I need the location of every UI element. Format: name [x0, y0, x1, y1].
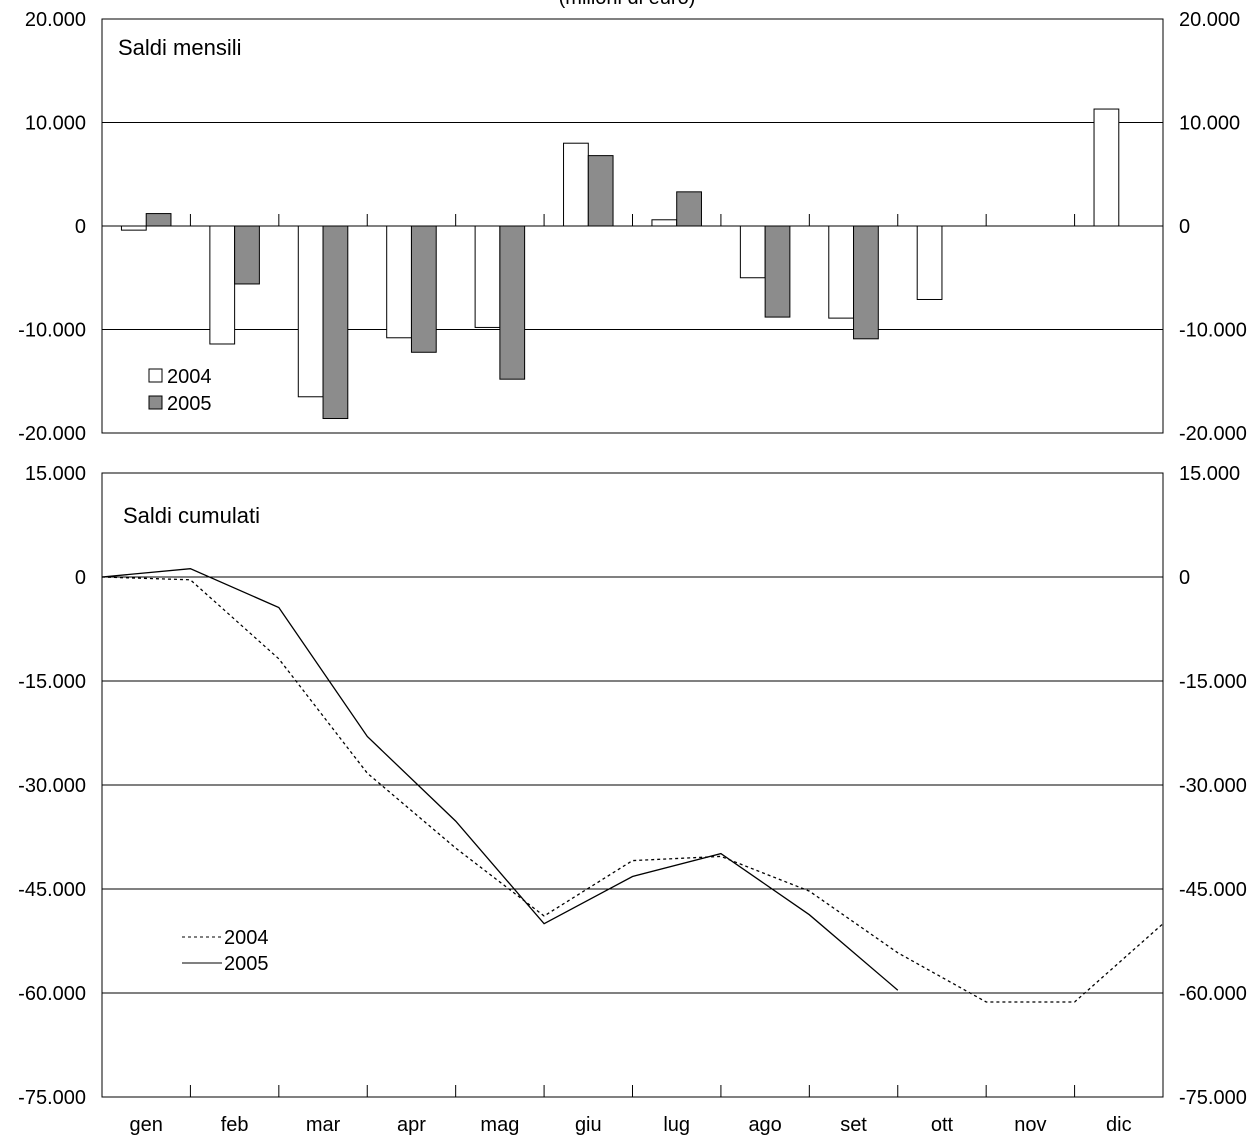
y-tick-label: -20.000 — [18, 423, 86, 445]
top-legend-label-2005: 2005 — [167, 393, 212, 415]
top-y-axis-right: 20.000 10.000 0 -10.000 -20.000 — [1179, 9, 1247, 445]
bar-2005-mag — [499, 225, 526, 380]
y-tick-label-right: -60.000 — [1179, 983, 1247, 1005]
bar-2005-giu — [587, 155, 614, 227]
bottom-legend-label-2005: 2005 — [224, 953, 269, 975]
bar-2004-lug — [651, 219, 678, 227]
y-tick-label-right: -75.000 — [1179, 1087, 1247, 1109]
top-legend-label-2004: 2004 — [167, 366, 212, 388]
y-tick-label-right: -15.000 — [1179, 671, 1247, 693]
bar-2004-giu — [563, 142, 589, 227]
bottom-gridlines — [102, 576, 1163, 994]
bottom-legend: 2004 2005 — [182, 927, 269, 975]
bar-2005-lug — [676, 191, 702, 227]
y-tick-label-right: -45.000 — [1179, 879, 1247, 901]
y-tick-label: -75.000 — [18, 1087, 86, 1109]
bar-2004-mag — [474, 225, 501, 328]
top-x-ticks — [189, 214, 1076, 226]
top-chart-title: Saldi mensili — [118, 35, 242, 60]
bar-2004-ott — [916, 225, 943, 300]
y-tick-label-right: 0 — [1179, 216, 1190, 238]
y-tick-label: -30.000 — [18, 775, 86, 797]
bar-2004-gen — [120, 225, 147, 231]
y-tick-label: -60.000 — [18, 983, 86, 1005]
top-y-axis-left: 20.000 10.000 0 -10.000 -20.000 — [18, 9, 86, 445]
x-category-label-giu: giu — [575, 1114, 602, 1136]
bar-2004-ago — [739, 225, 766, 279]
y-tick-label-right: 10.000 — [1179, 113, 1240, 135]
top-bars — [120, 108, 1120, 420]
y-tick-label: -45.000 — [18, 879, 86, 901]
bottom-legend-label-2004: 2004 — [224, 927, 269, 949]
y-tick-label-right: 20.000 — [1179, 9, 1240, 31]
bottom-y-axis-left: 15.000 0 -15.000 -30.000 -45.000 -60.000 -75.0… — [18, 463, 86, 1109]
bar-2004-dic — [1093, 108, 1120, 227]
y-tick-label-right: 15.000 — [1179, 463, 1240, 485]
top-legend-swatch-2005 — [148, 395, 163, 410]
bar-2005-apr — [410, 225, 437, 353]
bar-2005-mar — [322, 225, 349, 420]
y-tick-label: 20.000 — [25, 9, 86, 31]
y-tick-label-right: -20.000 — [1179, 423, 1247, 445]
y-tick-label: -10.000 — [18, 320, 86, 342]
x-category-label-gen: gen — [130, 1114, 163, 1136]
bottom-y-axis-right: 15.000 0 -15.000 -30.000 -45.000 -60.000 -75.0… — [1179, 463, 1247, 1109]
bar-2005-set — [853, 225, 879, 340]
y-tick-label-right: -10.000 — [1179, 320, 1247, 342]
x-category-label-apr: apr — [397, 1114, 426, 1136]
top-legend: 2004 2005 — [148, 366, 212, 415]
x-category-label-feb: feb — [221, 1114, 249, 1136]
x-category-label-ott: ott — [931, 1114, 954, 1136]
cumulative-balance-chart: 15.000 0 -15.000 -30.000 -45.000 -60.000 -75.0… — [18, 463, 1247, 1136]
x-category-label-mar: mar — [306, 1114, 341, 1136]
y-tick-label: 15.000 — [25, 463, 86, 485]
bottom-lines — [101, 568, 1164, 1003]
line-series-2004 — [101, 576, 1164, 1003]
y-tick-label: -15.000 — [18, 671, 86, 693]
x-category-label-mag: mag — [480, 1114, 519, 1136]
bar-2005-feb — [234, 225, 260, 285]
bar-2004-apr — [386, 225, 412, 339]
x-category-label-dic: dic — [1106, 1114, 1132, 1136]
y-tick-label-right: 0 — [1179, 567, 1190, 589]
bar-2005-ago — [764, 225, 791, 318]
bar-2004-feb — [209, 225, 236, 345]
monthly-balance-chart: 20.000 10.000 0 -10.000 -20.000 20.000 10.000… — [18, 9, 1247, 445]
bar-2004-set — [828, 225, 855, 319]
bottom-chart-title: Saldi cumulati — [123, 503, 260, 528]
bar-2005-gen — [145, 213, 172, 227]
x-category-label-lug: lug — [663, 1114, 690, 1136]
figure-subtitle: (milioni di euro) — [559, 0, 696, 9]
y-tick-label: 0 — [75, 567, 86, 589]
x-category-label-nov: nov — [1014, 1114, 1046, 1136]
x-category-label-set: set — [840, 1114, 867, 1136]
bar-2004-mar — [297, 225, 324, 398]
top-legend-swatch-2004 — [148, 368, 163, 383]
bottom-x-ticks — [189, 1085, 1076, 1097]
x-axis-category-labels: gen feb mar apr mag giu lug ago set ott nov dic — [130, 1114, 1132, 1136]
y-tick-label-right: -30.000 — [1179, 775, 1247, 797]
y-tick-label: 0 — [75, 216, 86, 238]
y-tick-label: 10.000 — [25, 113, 86, 135]
line-series-2005 — [101, 568, 899, 991]
x-category-label-ago: ago — [748, 1114, 781, 1136]
